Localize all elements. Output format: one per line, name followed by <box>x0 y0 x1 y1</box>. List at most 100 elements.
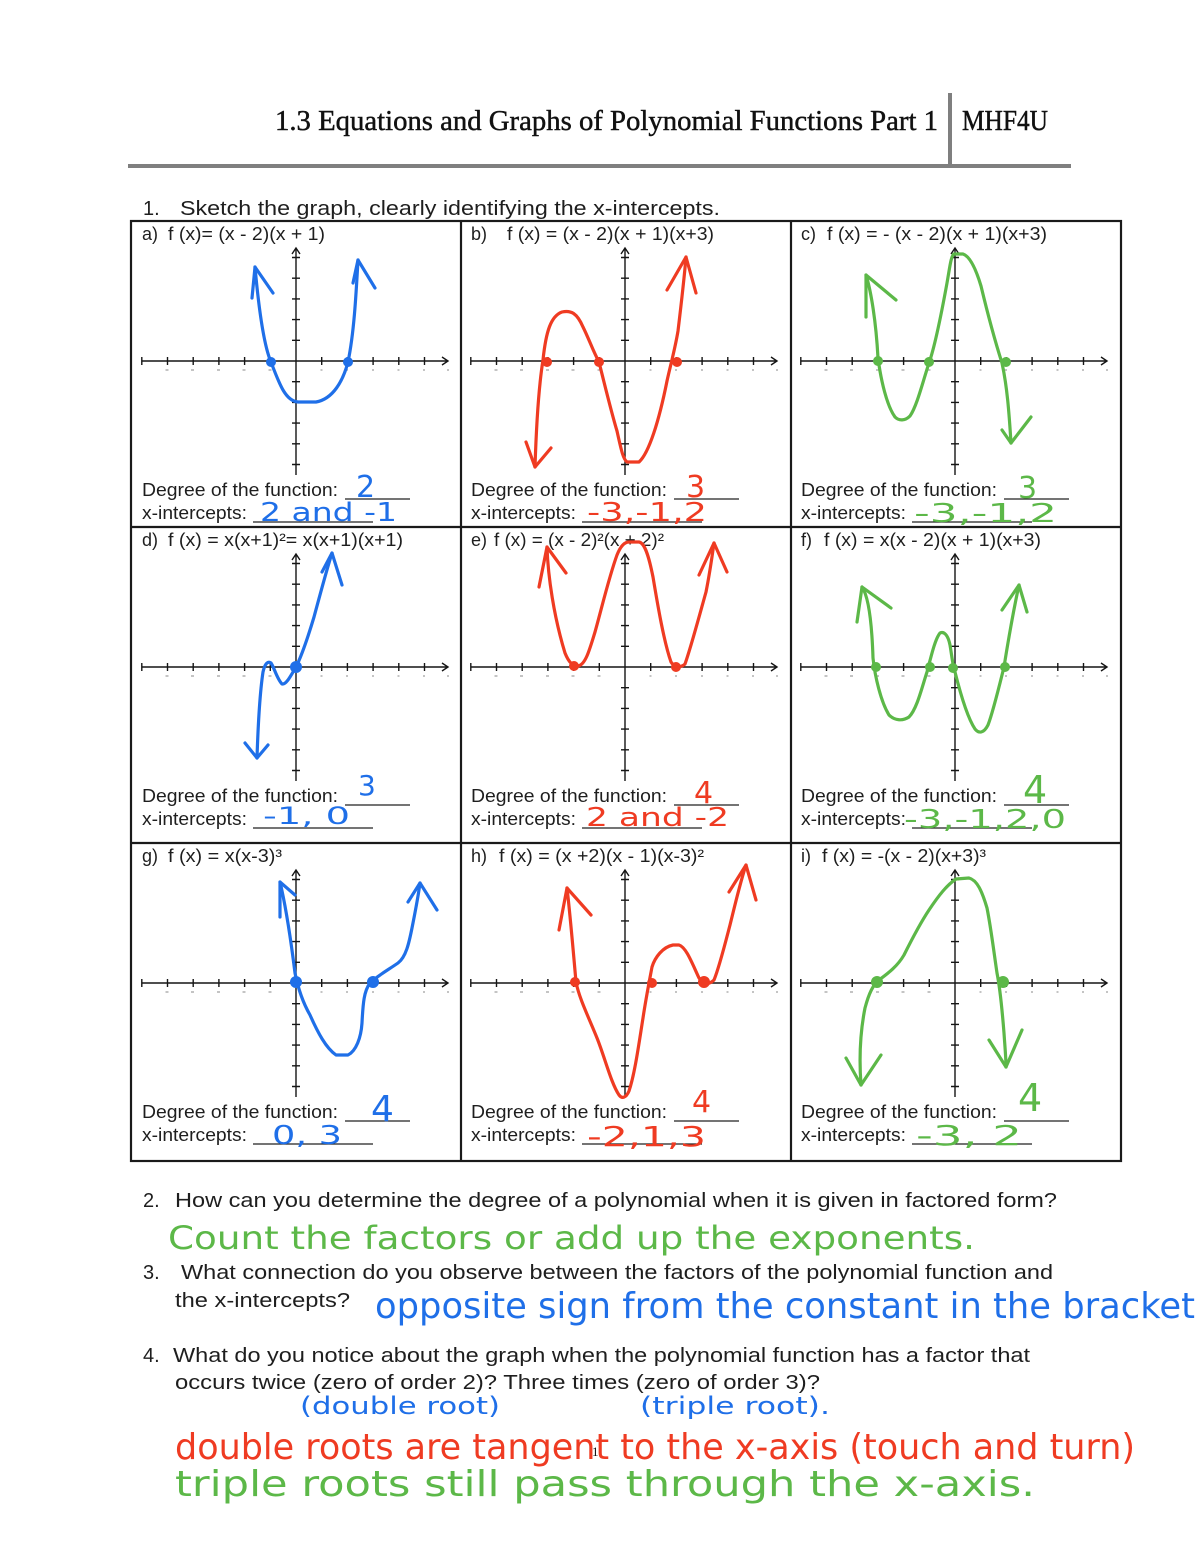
coordinate-axes <box>470 553 779 782</box>
ink-marks: 4 -2,1,3 <box>570 976 711 1153</box>
handwritten-note-triple-root: (triple root). <box>640 1392 830 1420</box>
problem-cell-g: g) f (x) = x(x-3)³ Degree of the functio… <box>141 846 450 1151</box>
degree-label: Degree of the function: <box>801 786 997 806</box>
x-intercept-dots <box>570 976 710 988</box>
ink-marks: 3 -1, 0 <box>263 661 376 830</box>
polynomial-curve <box>255 551 334 760</box>
degree-answer: 3 <box>358 769 376 802</box>
end-behaviour-arrows <box>537 541 729 589</box>
degree-answer: 4 <box>694 776 713 811</box>
end-behaviour-arrows <box>250 258 377 300</box>
question-number: 3. <box>143 1262 160 1284</box>
degree-label: Degree of the function: <box>471 480 667 500</box>
function-equation: f (x) = (x - 2)²(x + 2)² <box>494 530 664 550</box>
intercepts-answer: 0, 3 <box>272 1121 342 1151</box>
page-title: 1.3 Equations and Graphs of Polynomial F… <box>275 106 938 137</box>
end-behaviour-arrows <box>864 273 1033 445</box>
question-text: What connection do you observe between t… <box>181 1262 1053 1284</box>
answer-underlines <box>582 804 739 829</box>
handwritten-answer-triple-roots: triple roots still pass through the x-ax… <box>175 1464 1035 1505</box>
function-equation: f (x) = (x +2)(x - 1)(x-3)² <box>499 846 704 866</box>
answer-underlines <box>582 498 739 523</box>
problem-letter: a) <box>142 224 158 244</box>
answer-underlines <box>912 1120 1069 1145</box>
question-prompt: Sketch the graph, clearly identifying th… <box>180 198 720 220</box>
problem-cell-d: d) f (x) = x(x+1)²= x(x+1)(x+1) Degree o… <box>141 530 450 830</box>
intercepts-label: x-intercepts: <box>801 809 906 829</box>
answer-underlines <box>253 1120 410 1145</box>
intercepts-label: x-intercepts: <box>142 1125 247 1145</box>
problem-cell-h: h) f (x) = (x +2)(x - 1)(x-3)² Degree of… <box>470 846 779 1153</box>
problem-cell-e: e) f (x) = (x - 2)²(x + 2)² Degree of th… <box>470 530 779 833</box>
degree-answer: 4 <box>692 1085 711 1120</box>
problem-cell-f: f) f (x) = x(x - 2)(x + 1)(x+3) Degree o… <box>800 530 1109 835</box>
handwritten-answer: opposite sign from the constant in the b… <box>375 1286 1195 1327</box>
course-code: MHF4U <box>962 106 1048 137</box>
ink-marks: 4 -3,-1,2,0 <box>871 662 1066 835</box>
question-text-continued: the x-intercepts? <box>175 1290 350 1312</box>
polynomial-curve <box>864 252 1013 445</box>
ink-marks: 2 2 and -1 <box>260 357 397 528</box>
problem-letter: g) <box>142 846 158 866</box>
coordinate-axes <box>470 869 779 1098</box>
coordinate-axes <box>800 869 1109 1098</box>
problem-cell-a: a) f (x)= (x - 2)(x + 1) Degree of the f… <box>141 224 450 528</box>
degree-label: Degree of the function: <box>801 1102 997 1122</box>
degree-label: Degree of the function: <box>142 480 338 500</box>
function-equation: f (x) = x(x - 2)(x + 1)(x+3) <box>824 530 1041 550</box>
function-equation: f (x) = (x - 2)(x + 1)(x+3) <box>507 224 714 244</box>
problem-cell-i: i) f (x) = -(x - 2)(x+3)³ Degree of the … <box>800 846 1109 1152</box>
degree-label: Degree of the function: <box>471 786 667 806</box>
polynomial-curve <box>278 880 422 1057</box>
polynomial-curve <box>253 258 360 404</box>
problem-cell-c: c) f (x) = - (x - 2)(x + 1)(x+3) Degree … <box>800 224 1109 529</box>
question-2: 2. How can you determine the degree of a… <box>143 1190 1057 1257</box>
problems-table <box>129 219 1123 1163</box>
x-intercept-dots <box>542 357 682 367</box>
x-intercept-dots <box>871 976 1009 988</box>
graph-sketch <box>844 876 1024 1087</box>
intercepts-label: x-intercepts: <box>471 809 576 829</box>
coordinate-axes <box>470 247 779 476</box>
question-1: 1. Sketch the graph, clearly identifying… <box>143 198 720 220</box>
graph-sketch <box>855 583 1029 734</box>
intercepts-label: x-intercepts: <box>801 1125 906 1145</box>
handwritten-answer: Count the factors or add up the exponent… <box>168 1219 975 1257</box>
ink-marks: 3 -3,-1,2 <box>873 356 1057 529</box>
intercepts-answer: -2,1,3 <box>587 1120 706 1153</box>
table-border <box>129 219 1123 1163</box>
page-header: 1.3 Equations and Graphs of Polynomial F… <box>128 93 1071 168</box>
end-behaviour-arrows <box>278 880 439 919</box>
answer-underlines <box>912 498 1069 523</box>
graph-sketch <box>250 258 377 404</box>
graph-sketch <box>537 540 729 669</box>
degree-label: Degree of the function: <box>801 480 997 500</box>
polynomial-curve <box>860 583 1021 734</box>
intercepts-label: x-intercepts: <box>471 503 576 523</box>
handwritten-note-double-root: (double root) <box>300 1392 500 1420</box>
polynomial-curve <box>533 255 688 469</box>
question-text: What do you notice about the graph when … <box>173 1345 1031 1367</box>
end-behaviour-arrows <box>844 1028 1024 1087</box>
graph-sketch <box>864 252 1033 445</box>
degree-answer: 4 <box>371 1089 394 1130</box>
question-number: 4. <box>143 1345 160 1367</box>
answer-underlines <box>912 804 1069 829</box>
degree-label: Degree of the function: <box>142 1102 338 1122</box>
intercepts-label: x-intercepts: <box>142 809 247 829</box>
end-behaviour-arrows <box>557 863 758 932</box>
ink-marks: 4 2 and -2 <box>569 661 729 833</box>
problem-letter: h) <box>471 846 487 866</box>
problem-letter: c) <box>801 224 816 244</box>
table-grid-lines <box>131 221 1121 1161</box>
intercepts-answer: -1, 0 <box>263 802 350 830</box>
ink-marks: 4 0, 3 <box>272 976 394 1151</box>
answer-underlines <box>582 1120 739 1145</box>
degree-label: Degree of the function: <box>471 1102 667 1122</box>
question-3: 3. What connection do you observe betwee… <box>143 1262 1195 1327</box>
degree-answer: 4 <box>1023 768 1047 812</box>
intercepts-answer: -3, 2 <box>916 1119 1022 1152</box>
end-behaviour-arrows <box>855 583 1029 624</box>
intercepts-label: x-intercepts: <box>471 1125 576 1145</box>
